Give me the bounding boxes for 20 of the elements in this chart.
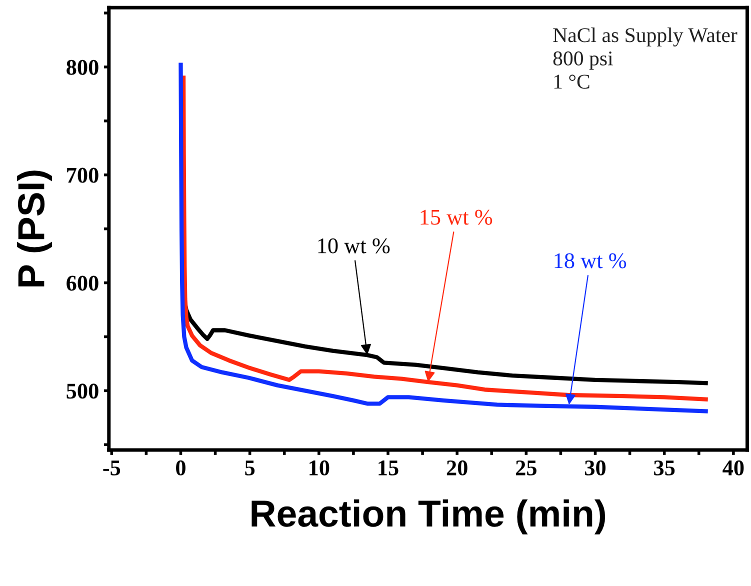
y-tick-label: 600	[66, 276, 98, 291]
x-tick-label: 25	[516, 460, 536, 476]
x-tick-label: -5	[103, 460, 120, 476]
annotation: 15 wt %	[420, 210, 492, 225]
x-axis-title: Reaction Time (min)	[252, 499, 606, 534]
x-tick-label: 30	[584, 460, 606, 476]
x-tick-label: 20	[446, 460, 468, 476]
annotation: 10 wt %	[318, 238, 390, 254]
x-tick-label: 10	[310, 460, 330, 476]
x-tick-label: 15	[378, 460, 398, 476]
y-tick-label: 500	[66, 384, 98, 399]
annotation: 18 wt %	[554, 253, 626, 268]
x-tick-label: 40	[722, 460, 744, 476]
x-tick-label: 5	[245, 460, 255, 476]
annotation: NaCl as Supply Water 800 psi 1 °C	[553, 28, 738, 89]
x-tick-label: 35	[654, 460, 675, 476]
y-axis-title: P (PSI)	[16, 170, 52, 286]
y-tick-label: 800	[66, 60, 98, 75]
x-tick-label: 0	[176, 460, 186, 476]
y-tick-label: 700	[67, 168, 98, 183]
